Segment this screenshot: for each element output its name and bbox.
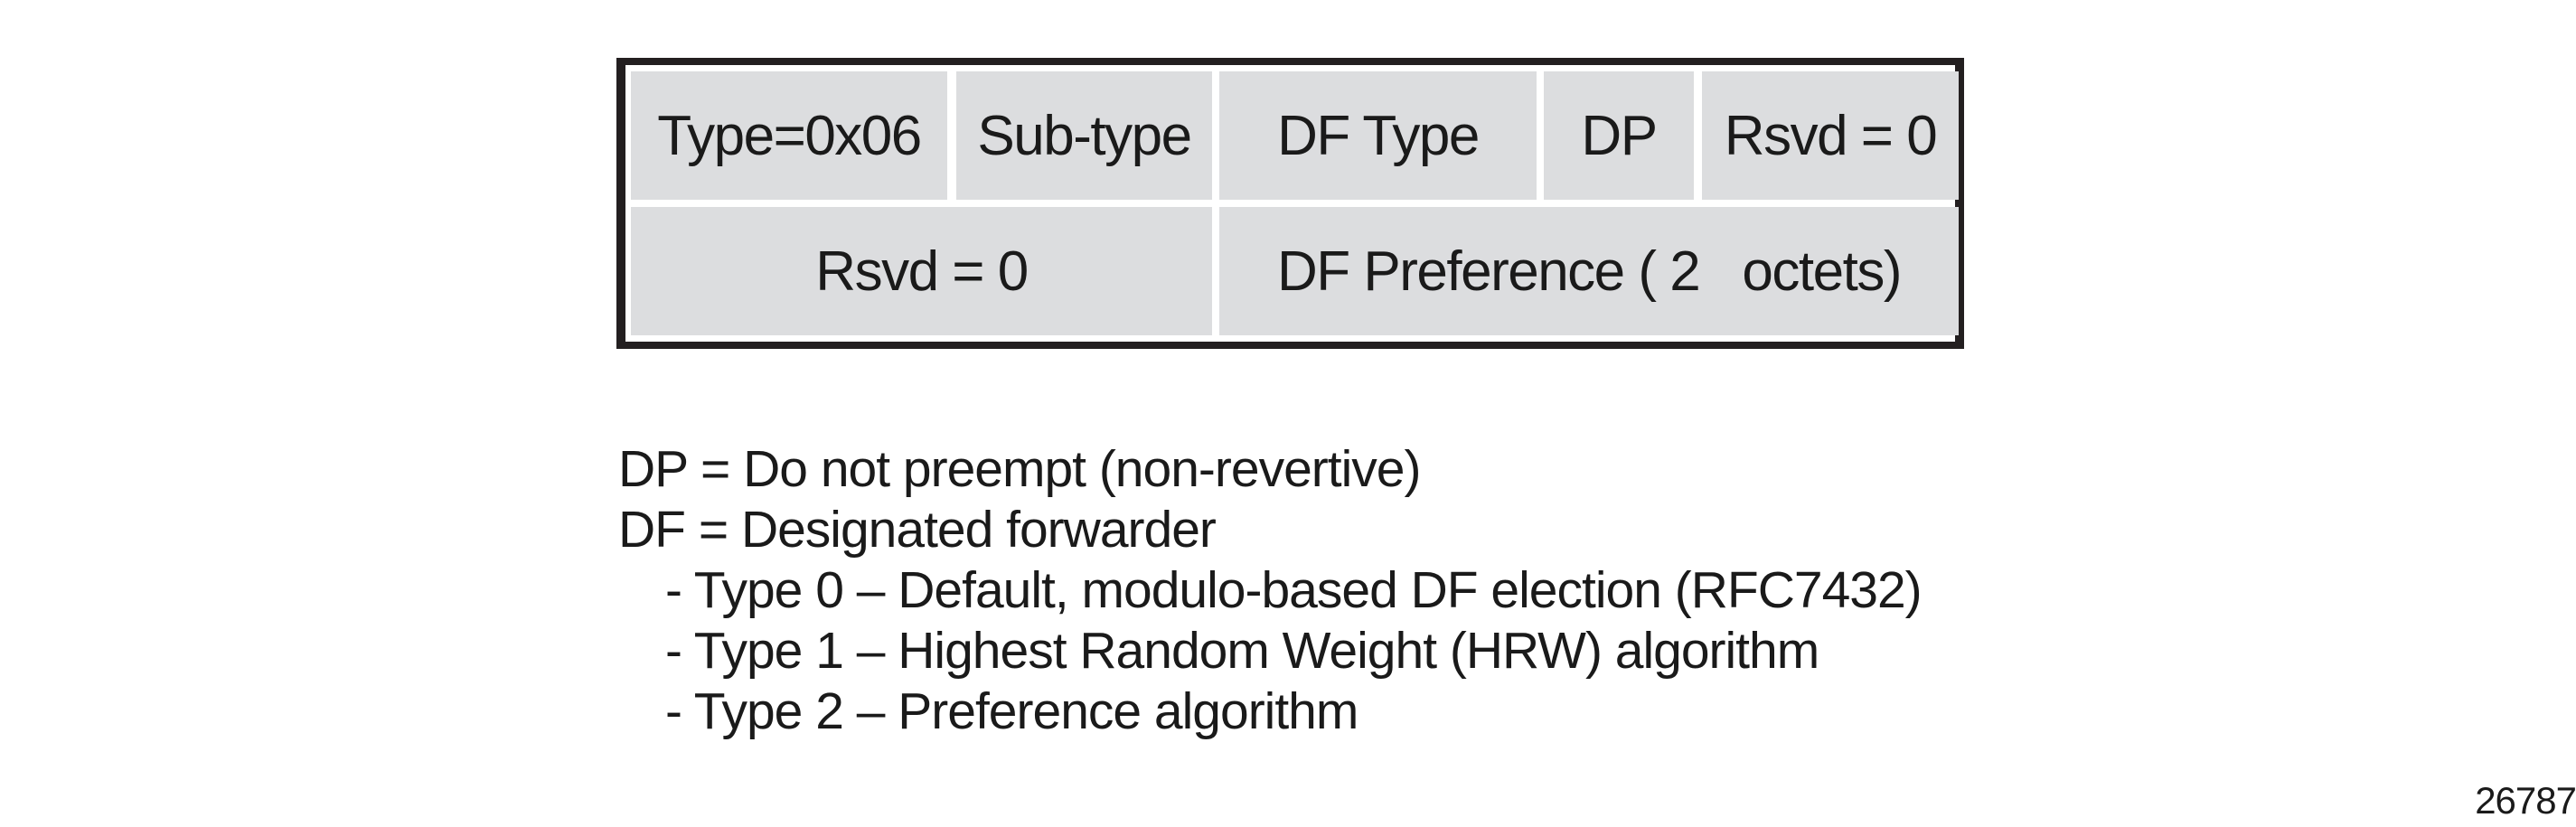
figure-number: 26787 xyxy=(2475,779,2576,822)
field-label: DF Preference ( 2 octets) xyxy=(1277,240,1902,303)
legend: DP = Do not preempt (non-revertive) DF =… xyxy=(618,439,1923,742)
field-label: Sub-type xyxy=(977,104,1192,167)
legend-line-type0: - Type 0 – Default, modulo-based DF elec… xyxy=(665,561,1923,619)
field-dp: DP xyxy=(1544,71,1694,200)
legend-line-df: DF = Designated forwarder xyxy=(618,501,1217,559)
field-type: Type=0x06 xyxy=(631,71,947,200)
field-label: Rsvd = 0 xyxy=(815,240,1029,303)
field-df-type: DF Type xyxy=(1219,71,1537,200)
field-rsvd-2: Rsvd = 0 xyxy=(631,207,1212,335)
field-df-preference: DF Preference ( 2 octets) xyxy=(1219,207,1959,335)
legend-line-type1: - Type 1 – Highest Random Weight (HRW) a… xyxy=(665,622,1819,680)
field-label: DF Type xyxy=(1277,104,1480,167)
legend-line-type2: - Type 2 – Preference algorithm xyxy=(665,682,1359,740)
field-label: Type=0x06 xyxy=(657,104,922,167)
field-rsvd-1: Rsvd = 0 xyxy=(1702,71,1959,200)
legend-line-dp: DP = Do not preempt (non-revertive) xyxy=(618,440,1421,498)
field-label: Rsvd = 0 xyxy=(1724,104,1938,167)
field-sub-type: Sub-type xyxy=(956,71,1212,200)
field-label: DP xyxy=(1581,104,1658,167)
